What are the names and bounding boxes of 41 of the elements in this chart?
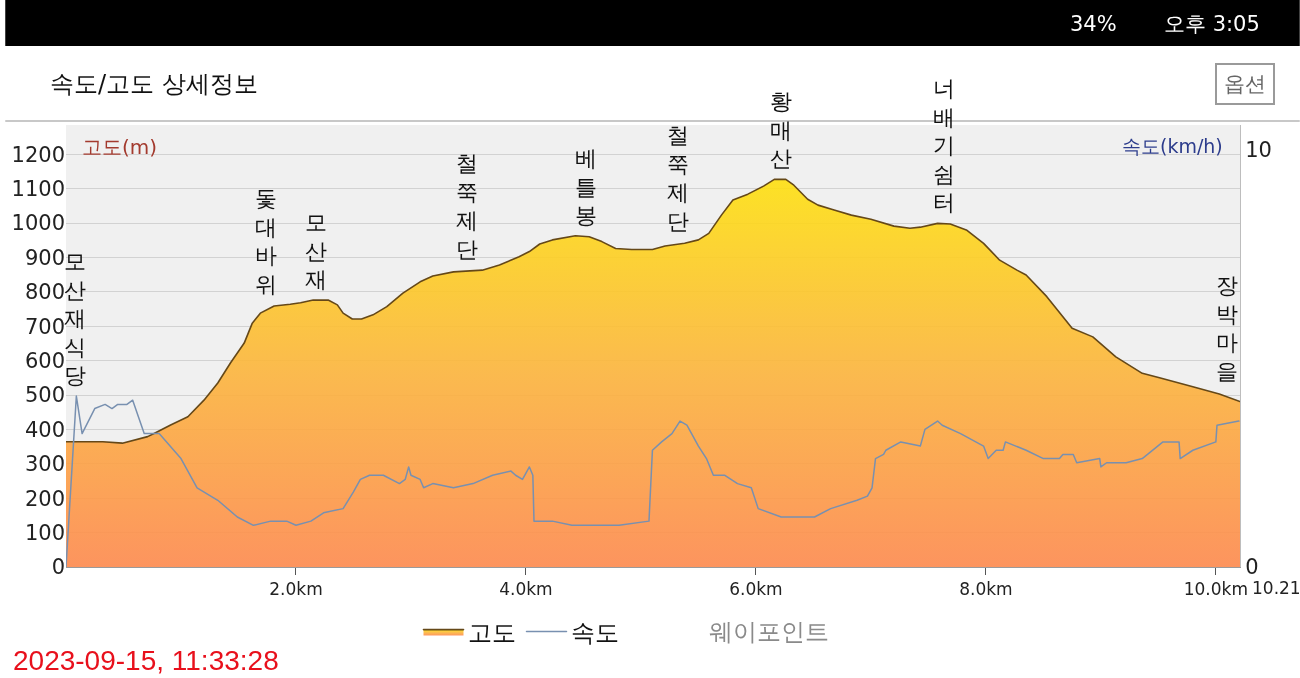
y-tick-label: 600 xyxy=(24,348,65,373)
text: 2023-09-15, 11:33:28 xyxy=(13,645,279,676)
annotation: 장박마을 xyxy=(1216,273,1238,384)
y-tick-label: 300 xyxy=(24,452,65,477)
y-tick-label: 500 xyxy=(24,383,65,408)
x-tick-label: 6.0km xyxy=(729,579,783,600)
y-tick-label: 800 xyxy=(24,280,65,305)
y-tick-label: 1000 xyxy=(11,211,65,236)
annotation: 돛대바위 xyxy=(255,186,277,297)
x-tick-label: 4.0km xyxy=(499,579,553,600)
text: 10.21 xyxy=(1252,578,1300,598)
y-tick-label: 400 xyxy=(24,417,65,442)
y2-axis-title: 속도(km/h) xyxy=(1122,135,1223,157)
legend-label: 고도 xyxy=(468,618,517,647)
annotation: 모산재 xyxy=(305,210,327,293)
y-axis-title: 고도(m) xyxy=(82,135,158,159)
x-tick-label: 2.0km xyxy=(269,579,323,600)
y2-tick-label: 10 xyxy=(1245,138,1272,163)
x-tick-label: 8.0km xyxy=(959,579,1013,600)
text: 오후 3:05 xyxy=(1164,12,1260,36)
x-tick-label: 10.0km xyxy=(1183,579,1248,600)
y-tick-label: 0 xyxy=(51,555,65,580)
annotation: 모산재식당 xyxy=(64,249,86,389)
text: 웨이포인트 xyxy=(709,618,829,646)
y-tick-label: 700 xyxy=(24,314,65,339)
y-tick-label: 900 xyxy=(24,245,65,270)
chart-title: 속도/고도 상세정보 xyxy=(50,70,258,99)
y-tick-label: 1100 xyxy=(11,176,65,201)
annotation: 황매산 xyxy=(770,89,792,172)
annotation: 베틀봉 xyxy=(575,146,597,229)
line-series xyxy=(66,395,1240,567)
y2-tick-label: 0 xyxy=(1245,555,1259,580)
text: 옵션 xyxy=(1224,72,1266,96)
y-tick-label: 200 xyxy=(24,486,65,511)
annotation: 너배기쉼터 xyxy=(933,76,955,216)
legend-label: 속도 xyxy=(571,618,620,647)
y-tick-label: 100 xyxy=(24,520,65,545)
text: 34% xyxy=(1070,12,1117,36)
y-tick-label: 1200 xyxy=(11,142,65,167)
annotation: 철쭉제단 xyxy=(667,123,689,234)
annotation: 철쭉제단 xyxy=(456,151,478,262)
